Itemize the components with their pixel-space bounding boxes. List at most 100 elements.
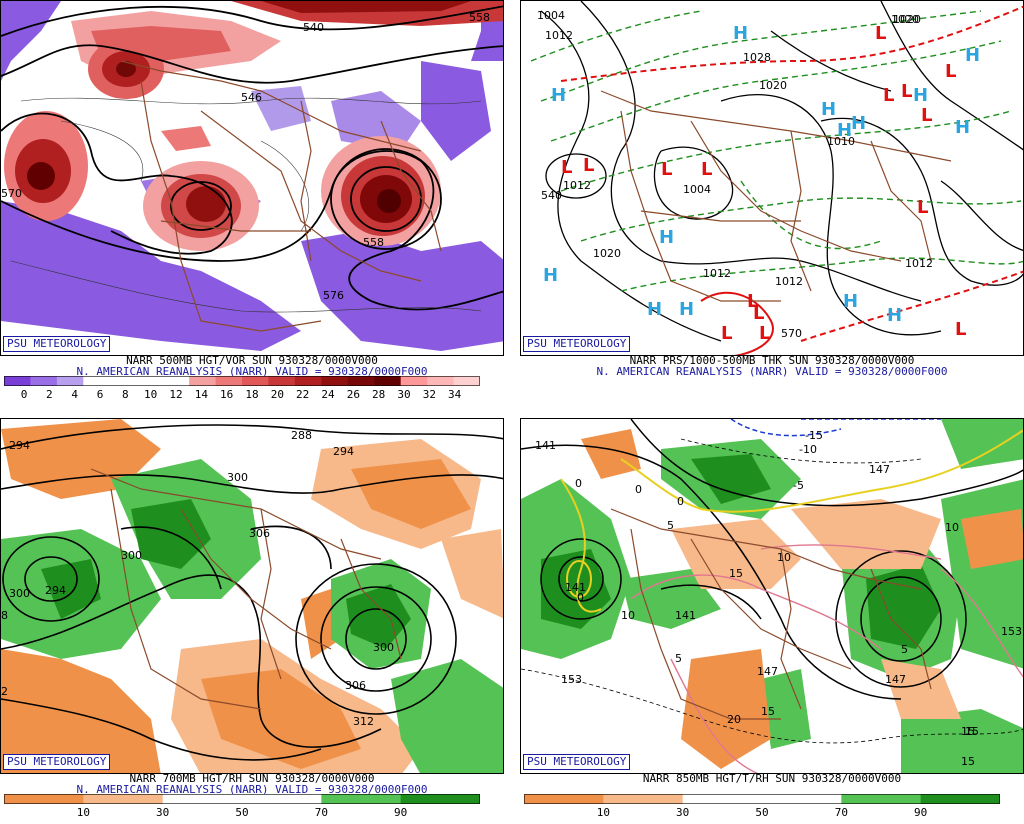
colorbar-label: 30 [156,806,170,819]
contour-label: 294 [45,584,66,597]
panel-pressure-thickness: H H H H H H H H H H H H H H L L L L [520,0,1024,406]
contour-label: 15 [965,725,979,738]
low-marker: L [747,291,758,312]
colorbar-label: 34 [448,388,462,401]
vorticity-map-graphic: 540 558 546 576 558 570 [1,1,503,355]
colorbar-swatch [56,376,84,386]
contour-label: 576 [323,289,344,302]
colorbar-swatch [762,794,842,804]
colorbar-label: 30 [397,388,411,401]
contour-label: 10 [621,609,635,622]
colorbar-swatch [321,376,349,386]
contour-label: 10 [777,551,791,564]
t850-contour-labels: 141 -15 -10 -5 147 0 0 5 0 141 0 10 15 1… [535,429,1022,768]
colorbar-swatch [83,376,111,386]
high-marker: H [913,85,928,106]
colorbar-swatch [242,794,322,804]
colorbar-label: 6 [96,388,104,401]
colorbar-label: 14 [194,388,208,401]
colorbar-label: 24 [321,388,335,401]
high-marker: H [851,113,866,134]
vorticity-colorbar [4,376,480,386]
colorbar-label: 16 [220,388,234,401]
contour-label: 5 [675,652,682,665]
source-badge: PSU METEOROLOGY [3,754,111,770]
rh700-contour-labels: 294 288 294 300 306 300 294 300 300 306 … [1,429,394,728]
high-marker: H [821,99,836,120]
contour-label: 1010 [827,135,855,148]
low-marker: L [883,85,894,106]
colorbar-swatch [400,794,480,804]
high-marker: H [843,291,858,312]
colorbar-label: 32 [422,388,436,401]
colorbar-label: 26 [346,388,360,401]
colorbar-swatch [109,376,137,386]
low-marker: L [901,81,912,102]
contour-label: -15 [805,429,823,442]
pressure-map: H H H H H H H H H H H H H H L L L L [520,0,1024,356]
contour-label: 5 [667,519,674,532]
rh700-map-graphic: 294 288 294 300 306 300 294 300 300 306 … [1,419,503,773]
colorbar-frame [4,794,480,804]
contour-label: 1020 [891,13,919,26]
contour-label: 141 [565,581,586,594]
contour-label: 558 [363,236,384,249]
contour-label: 1028 [743,51,771,64]
colorbar-swatch [321,794,402,804]
source-badge: PSU METEOROLOGY [3,336,111,352]
source-badge: PSU METEOROLOGY [523,754,631,770]
colorbar-label: 90 [914,806,928,819]
contour-label: 2 [1,685,8,698]
colorbar-label: 20 [270,388,284,401]
panel-title: NARR 500MB HGT/VOR SUN 930328/0000V000 [126,354,378,367]
contour-label: 153 [1001,625,1022,638]
high-marker: H [659,227,674,248]
panel-title: NARR 850MB HGT/T/RH SUN 930328/0000V000 [642,772,902,785]
colorbar-swatch [841,794,922,804]
contour-label: 312 [353,715,374,728]
colorbar-swatch [4,376,31,386]
contour-label: 0 [677,495,684,508]
colorbar-label: 2 [46,388,53,401]
colorbar-label: 90 [394,806,408,819]
colorbar-swatch [242,376,269,386]
colorbar-label: 30 [676,806,690,819]
contour-label: 570 [1,187,22,200]
colorbar-swatch [4,794,84,804]
colorbar-swatch [603,794,684,804]
low-marker: L [955,319,966,340]
contour-label: 1020 [593,247,621,260]
low-marker: L [661,159,672,180]
contour-label: 306 [249,527,270,540]
colorbar-label: 22 [296,388,310,401]
panel-850mb-temp-rh: 141 -15 -10 -5 147 0 0 5 0 141 0 10 15 1… [520,418,1024,824]
colorbar-swatch [524,794,604,804]
panel-500mb-vorticity: 540 558 546 576 558 570 PSU METEOROLOGY … [0,0,504,406]
source-badge: PSU METEOROLOGY [523,336,631,352]
contour-label: 1020 [759,79,787,92]
colorbar-label: 70 [314,806,328,819]
contour-label: 147 [757,665,778,678]
contour-label: 1020 [893,13,921,26]
colorbar-swatch [162,376,190,386]
contour-label: 540 [303,21,324,34]
contour-label: 1012 [563,179,591,192]
t850-map: 141 -15 -10 -5 147 0 0 5 0 141 0 10 15 1… [520,418,1024,774]
low-marker: L [945,61,956,82]
colorbar-label: 50 [755,806,769,819]
high-marker: H [543,265,558,286]
colorbar-swatch [920,794,1000,804]
panel-title: NARR 700MB HGT/RH SUN 930328/0000V000 [129,772,375,785]
contour-label: -5 [793,479,804,492]
contour-label: 294 [9,439,30,452]
colorbar-swatch [162,794,243,804]
high-marker: H [551,85,566,106]
colorbar-swatch [347,376,375,386]
contour-label: 1012 [775,275,803,288]
high-marker: H [679,299,694,320]
contour-label: 15 [961,725,975,738]
colorbar-swatch [136,376,164,386]
contour-label: 153 [561,673,582,686]
low-pressure-markers: L L L L L L L L L L L L L L L [561,23,966,344]
colorbar-swatch [268,376,296,386]
